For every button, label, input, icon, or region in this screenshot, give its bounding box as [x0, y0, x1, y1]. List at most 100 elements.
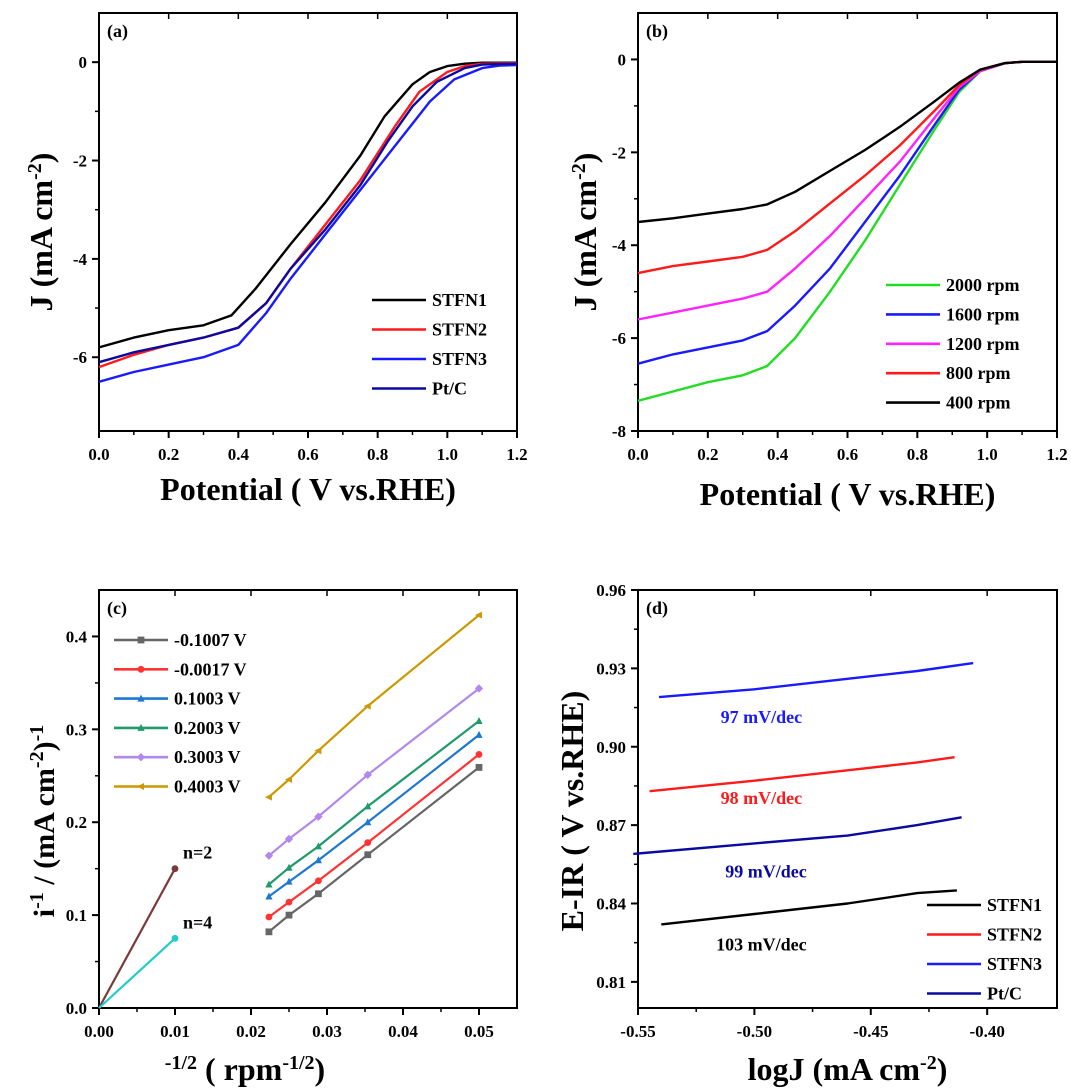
series-line-3 [637, 60, 1057, 275]
legend-label-4: 0.3003 V [174, 747, 241, 767]
y-tick-label: 0.93 [596, 659, 626, 678]
chart-panel-b: 0.0 0.2 0.4 0.6 0.8 1.0 1.2 0 -2 -4 -6 -8 (b) 2000 rp… [567, 12, 1068, 512]
y-tick-label: 0.84 [596, 895, 626, 914]
legend-label-3: Pt/C [432, 379, 467, 399]
y-tick-label: 0.90 [596, 738, 626, 757]
series-line-2 [658, 661, 974, 699]
legend-label-1: STFN2 [987, 925, 1042, 945]
chart-panel-d: -0.55 -0.50 -0.45 -0.40 0.81 0.84 0.87 0.90 0.93… [554, 581, 1058, 1087]
y-tick-label: -4 [612, 236, 627, 255]
data-point [265, 880, 273, 888]
y-axis-title: J (mA cm-2) [23, 153, 59, 312]
plot-frame [637, 589, 1058, 1009]
data-point [284, 834, 294, 844]
data-point [285, 877, 293, 885]
y-tick-label: -6 [73, 348, 87, 367]
legend-label-1: -0.0017 V [174, 659, 247, 679]
series-line-3 [268, 720, 480, 886]
x-tick-label: 1.2 [1046, 445, 1067, 464]
series-line-0 [268, 766, 480, 933]
reference-line-1 [98, 937, 176, 1009]
data-point [265, 928, 273, 936]
data-point [137, 723, 145, 731]
legend-label-1: 1600 rpm [946, 304, 1020, 324]
legend-label-3: Pt/C [987, 984, 1022, 1004]
panel-label: (a) [107, 21, 128, 42]
reference-line-0 [98, 868, 176, 1009]
data-point [265, 892, 273, 900]
reference-label-1: n=4 [183, 912, 212, 932]
x-tick-label: 0.8 [907, 445, 928, 464]
data-point [137, 783, 144, 790]
x-axis-title: logJ (mA cm-2) [748, 1051, 948, 1087]
legend-label-5: 0.4003 V [174, 777, 241, 797]
legend-label-2: 1200 rpm [946, 334, 1020, 354]
data-point [136, 753, 146, 762]
x-tick-label: 0.02 [236, 1022, 266, 1041]
data-point [475, 611, 482, 619]
data-point [171, 865, 179, 873]
y-tick-label: -2 [73, 152, 87, 171]
data-point [314, 856, 323, 864]
x-tick-label: 0.04 [388, 1022, 418, 1041]
legend-label-4: 400 rpm [946, 393, 1011, 413]
x-tick-label: 0.6 [837, 445, 858, 464]
legend-label-0: -0.1007 V [174, 630, 247, 650]
x-axis-title: -1/2 ( rpm-1/2) [165, 1051, 325, 1087]
data-point [137, 665, 145, 673]
data-point [171, 934, 179, 942]
data-point [364, 818, 372, 826]
y-tick-label: -6 [612, 329, 626, 348]
data-point [315, 877, 322, 885]
x-tick-label: 0.4 [767, 445, 789, 464]
data-point [364, 802, 372, 810]
series-line-2 [268, 734, 480, 898]
x-tick-label: 0.4 [228, 445, 250, 464]
data-point [137, 694, 145, 702]
y-tick-label: 0.3 [66, 720, 87, 739]
y-tick-label: 0 [79, 53, 88, 72]
y-tick-label: 0.81 [596, 973, 626, 992]
data-point [474, 684, 484, 693]
series-line-2 [98, 63, 518, 383]
data-point [475, 764, 483, 771]
data-point [315, 890, 322, 898]
x-tick-label: 0.8 [367, 445, 388, 464]
y-tick-label: 0.2 [66, 813, 87, 832]
x-tick-label: 0.05 [464, 1022, 494, 1041]
legend-label-0: 2000 rpm [946, 275, 1020, 295]
data-point [285, 775, 292, 783]
panel-label: (b) [646, 21, 668, 42]
legend-label-0: STFN1 [987, 895, 1042, 915]
x-tick-label: 0.2 [697, 445, 718, 464]
x-tick-label: 0.6 [297, 445, 318, 464]
x-tick-label: -0.40 [969, 1022, 1004, 1041]
series-line-4 [637, 60, 1057, 224]
series-line-3 [98, 62, 518, 364]
x-tick-label: 0.01 [160, 1022, 190, 1041]
x-axis-title: Potential ( V vs.RHE) [700, 476, 996, 512]
slope-annotation-3: 103 mV/dec [716, 935, 806, 955]
plot-frame [98, 589, 518, 1009]
data-point [475, 751, 483, 758]
series-line-1 [649, 756, 955, 793]
x-tick-label: 0.03 [312, 1022, 342, 1041]
data-point [314, 747, 322, 755]
y-tick-label: 0 [618, 50, 627, 69]
series-line-0 [661, 889, 957, 926]
data-point [285, 911, 293, 919]
data-point [475, 730, 483, 738]
y-tick-label: -8 [612, 422, 626, 441]
slope-annotation-1: 98 mV/dec [721, 788, 802, 808]
x-tick-label: -0.45 [853, 1022, 888, 1041]
y-tick-label: -4 [73, 250, 88, 269]
series-line-1 [268, 753, 480, 918]
reference-label-0: n=2 [183, 843, 212, 863]
slope-annotation-0: 97 mV/dec [721, 707, 802, 727]
data-point [264, 851, 274, 860]
legend-label-3: 800 rpm [946, 363, 1011, 383]
chart-panel-a: 0.0 0.2 0.4 0.6 0.8 1.0 1.2 0 -2 -4 -6 (a) STFN1 STFN… [23, 12, 528, 507]
x-tick-label: 1.2 [506, 445, 527, 464]
legend-label-1: STFN2 [432, 320, 487, 340]
